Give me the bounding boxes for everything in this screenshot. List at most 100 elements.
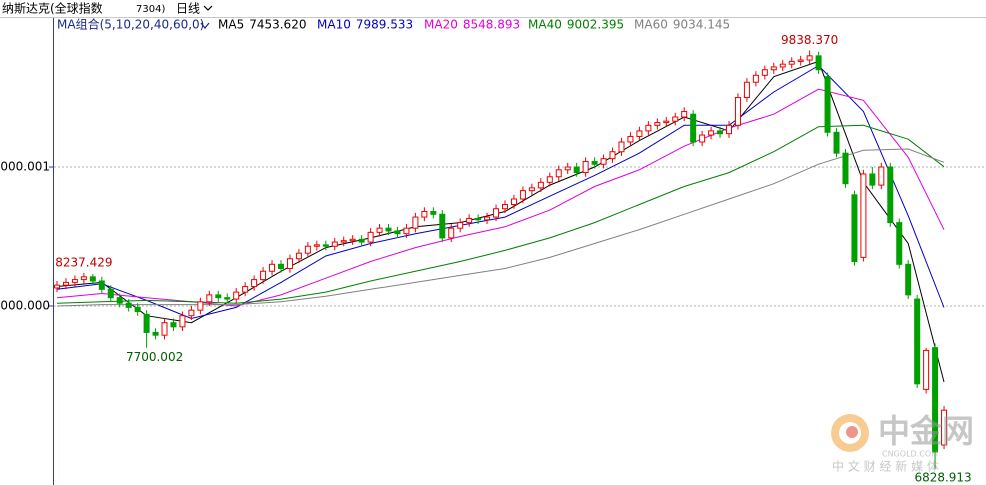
candle-body [770, 66, 777, 71]
candle-body [609, 151, 616, 160]
watermark-tagline: 中 文 财 经 新 媒 体 [832, 459, 939, 474]
ma-caret[interactable] [200, 22, 210, 29]
candle-body [905, 263, 912, 296]
legend-value: 7989.533 [356, 18, 413, 32]
candle-body [71, 279, 78, 283]
candle-body [349, 238, 356, 242]
candle-body [421, 210, 428, 218]
legend-value: 9002.395 [567, 18, 624, 32]
watermark-logo-dot [846, 426, 858, 438]
candle-body [89, 276, 96, 282]
y-tick-label: 8000.000 [0, 299, 50, 313]
candle-body [779, 63, 786, 68]
candle-body [519, 190, 526, 200]
period-caret[interactable] [203, 5, 213, 11]
candle-body [600, 158, 607, 165]
candle-body [618, 141, 625, 153]
candle-body [860, 173, 867, 258]
candle-body [752, 74, 759, 83]
header-title: 纳斯达克(全球指数 [2, 1, 103, 16]
candle-body [295, 252, 302, 260]
candle-body [98, 280, 105, 290]
candle-body [188, 309, 195, 317]
legend-value: 8548.893 [463, 18, 520, 32]
candle-body [896, 222, 903, 265]
candle-body [887, 166, 894, 224]
candle-body [537, 181, 544, 189]
candle-body [304, 245, 311, 254]
candle-body [743, 81, 750, 99]
candle-body [403, 227, 410, 235]
candle-body [591, 160, 598, 165]
candle-body [358, 238, 365, 243]
candle-body [627, 135, 634, 143]
legend-name: MA5 [218, 18, 244, 32]
candle-body [80, 276, 87, 281]
watermark-brand: 中金网 [878, 412, 974, 450]
plot: 8000.000 9000.001 8237.429 7700.002 9838.370… [0, 33, 986, 485]
y-tick-label: 9000.001 [0, 160, 50, 174]
candle-body [286, 258, 293, 269]
candle-body [269, 263, 276, 272]
candle-body [546, 176, 553, 183]
candle-body [457, 222, 464, 229]
candle-body [134, 306, 141, 313]
candle-body [161, 322, 168, 336]
candle-body [493, 208, 500, 218]
watermark: 中金网 CNGOLD.COM 中 文 财 经 新 媒 体 [831, 412, 974, 474]
high-annotation: 8237.429 [55, 256, 112, 270]
candle-body [717, 130, 724, 135]
candle-body [62, 281, 69, 286]
legend-value: 9034.145 [673, 18, 730, 32]
candle-body [645, 124, 652, 132]
candle-body [313, 244, 320, 247]
candle-body [734, 97, 741, 126]
candle-body [170, 322, 177, 328]
candle-body [824, 76, 831, 133]
high-annotation: 9838.370 [781, 33, 838, 47]
ma-group-label[interactable]: MA组合(5,10,20,40,60,0) [57, 17, 204, 32]
candle-body [923, 349, 930, 390]
legend-name: MA40 [528, 18, 562, 32]
candle-body [340, 240, 347, 243]
candle-body [430, 210, 437, 215]
ma-line [56, 88, 945, 307]
candle-body [125, 302, 132, 308]
candle-body [224, 297, 231, 300]
period-selector[interactable]: 日线 [176, 2, 200, 16]
candle-body [681, 110, 688, 118]
candle-body [914, 298, 921, 385]
low-annotation: 6828.913 [914, 471, 971, 485]
candle-body [797, 59, 804, 62]
candle-body [806, 55, 813, 61]
candle-body [179, 315, 186, 328]
legend-name: MA60 [634, 18, 668, 32]
candle-body [815, 55, 822, 71]
candle-body [152, 331, 159, 336]
candle-body [466, 217, 473, 224]
candle-body [761, 69, 768, 76]
candle-body [385, 227, 392, 232]
candle-body [582, 160, 589, 174]
candle-body [394, 230, 401, 235]
ma-line [56, 148, 945, 307]
candle-body [690, 113, 697, 143]
candle-body [555, 169, 562, 178]
candle-body [331, 241, 338, 247]
candle-body [726, 124, 732, 135]
candle-body [573, 166, 580, 174]
legend-name: MA20 [424, 18, 458, 32]
candle-body [672, 116, 679, 122]
candle-body [367, 231, 374, 243]
candle-body [376, 227, 383, 233]
candle-body [475, 217, 482, 221]
candle-body [439, 213, 446, 239]
candle-body [322, 244, 329, 247]
candle-body [412, 216, 419, 229]
candle-body [197, 301, 204, 311]
candle-body [842, 152, 849, 185]
